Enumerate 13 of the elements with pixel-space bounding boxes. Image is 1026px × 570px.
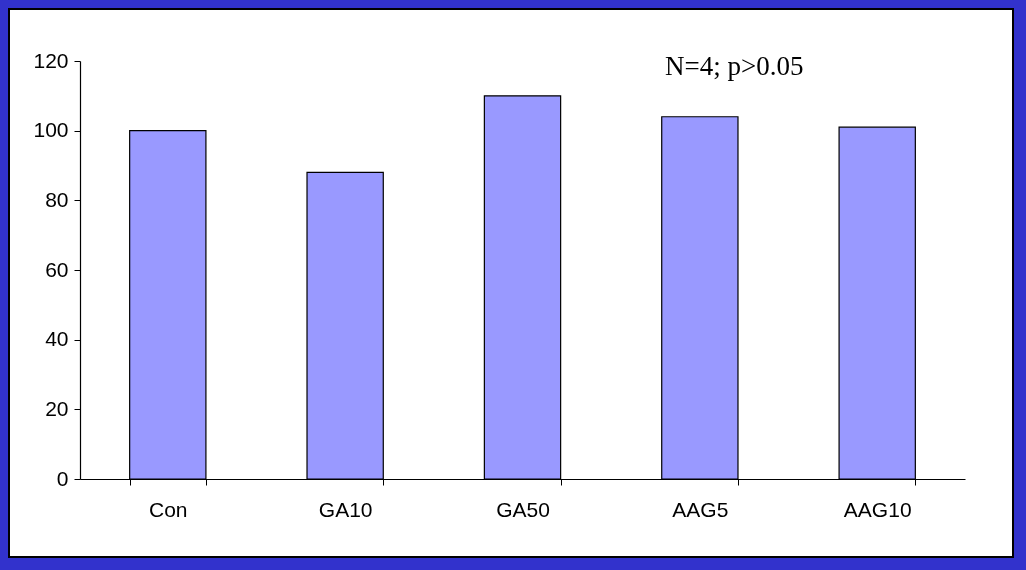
x-tick-label: GA50 — [496, 497, 550, 521]
x-tick-label: Con — [149, 497, 188, 521]
y-tick-label: 80 — [45, 187, 69, 211]
y-tick-label: 60 — [45, 257, 69, 281]
y-tick-label: 40 — [45, 327, 69, 351]
y-tick-label: 100 — [33, 118, 69, 142]
y-tick-label: 120 — [33, 48, 69, 72]
x-tick-label: AAG5 — [672, 497, 729, 521]
annotation: N=4; p>0.05 — [665, 51, 804, 81]
x-tick-label: AAG10 — [843, 497, 912, 521]
y-tick-label: 20 — [45, 396, 69, 420]
x-tick-label: GA10 — [318, 497, 373, 521]
y-tick-label: 0 — [56, 466, 69, 490]
